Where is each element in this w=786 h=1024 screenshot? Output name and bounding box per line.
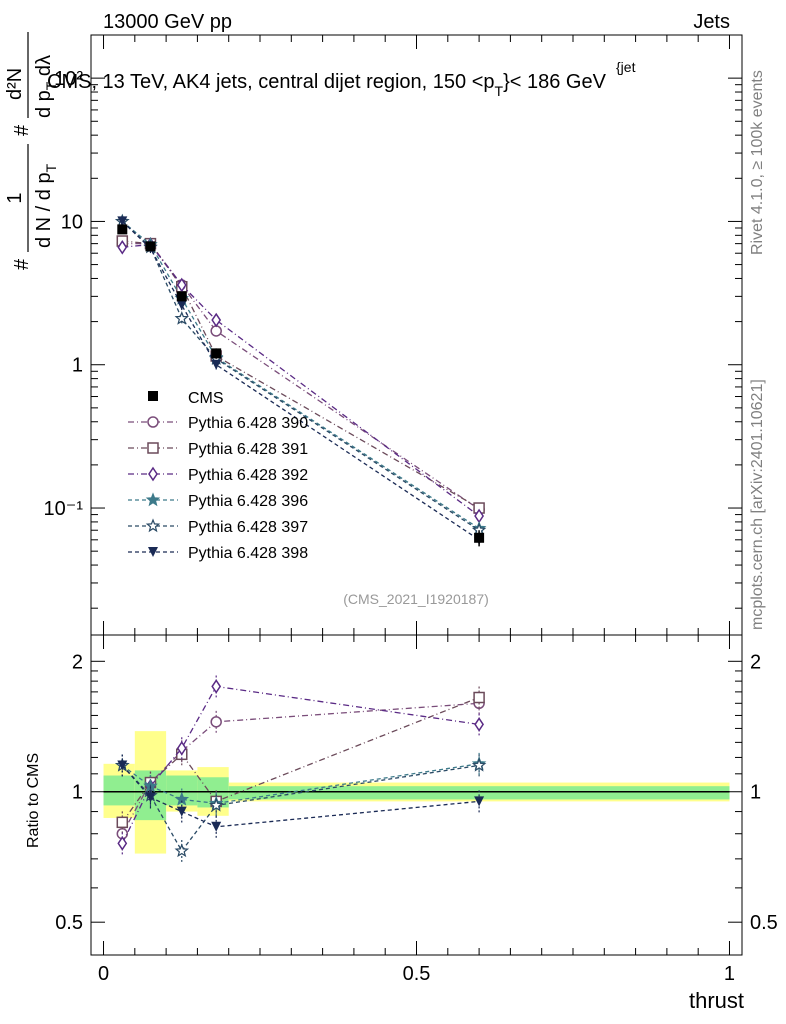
legend-cms-marker (148, 391, 158, 401)
main-y-tick-label: 10⁻¹ (44, 498, 84, 520)
legend-label: Pythia 6.428 392 (188, 467, 308, 484)
ylabel-one: 1 (4, 192, 26, 203)
series-point-main (174, 310, 190, 325)
plot-title: CMS, 13 TeV, AK4 jets, central dijet reg… (47, 71, 607, 99)
cms-point (211, 348, 222, 359)
series-point-main (117, 239, 128, 255)
side-mcplots-label: mcplots.cern.ch [arXiv:2401.10621] (749, 379, 766, 630)
x-tick-label: 0.5 (403, 963, 431, 985)
x-tick-label: 0 (98, 963, 109, 985)
series-point-main (211, 359, 222, 370)
series-point-ratio (208, 797, 224, 812)
legend-marker (148, 547, 158, 557)
series-point-ratio (210, 716, 222, 728)
legend-label: Pythia 6.428 391 (188, 441, 308, 458)
main-plot-area: 10⁻¹ 1 10 10² (44, 34, 743, 636)
cms-point (117, 224, 128, 235)
plot-title-sub: T (495, 83, 504, 99)
cms-point (176, 291, 187, 302)
series-line-ratio (121, 763, 480, 805)
series-point-ratio (474, 796, 485, 807)
series-point-ratio (145, 792, 156, 803)
series-point-main (176, 300, 187, 311)
series-point-ratio (211, 821, 222, 832)
ylabel-den: d N / d pT (33, 163, 59, 248)
ratio-band-inner (228, 786, 730, 800)
plot-title-main: CMS, 13 TeV, AK4 jets, central dijet reg… (47, 71, 495, 93)
ratio-y-tick-label: 2 (72, 651, 83, 673)
ylabel-bottom: d pT dλ (33, 55, 59, 118)
ylabel-top: d²N (4, 68, 26, 100)
legend-cms-label: CMS (188, 390, 224, 407)
series-point-main (211, 312, 222, 328)
plot-title-end: }< 186 GeV (503, 71, 607, 93)
series-point-ratio (176, 740, 187, 756)
legend-label: Pythia 6.428 397 (188, 519, 308, 536)
cms-point (474, 532, 485, 543)
series-line-ratio (121, 696, 480, 823)
main-y-axis-label: # 1 d N / d pT # d²N d pT dλ (4, 32, 59, 270)
series-point-ratio (117, 760, 128, 771)
legend-marker (147, 442, 159, 454)
legend-marker (147, 416, 159, 428)
series-point-ratio (211, 679, 222, 694)
series-point-main (210, 325, 222, 337)
main-y-tick-label: 1 (72, 355, 83, 377)
ratio-y-tick-label-right: 1 (750, 782, 761, 804)
legend-marker (148, 466, 158, 482)
series-point-ratio (117, 836, 128, 851)
plot-title-sup: {jet (616, 59, 636, 75)
legend-marker (145, 518, 161, 533)
ratio-y-tick-label-right: 2 (750, 651, 761, 673)
main-y-tick-label: 10 (61, 211, 83, 233)
series-line-ratio (121, 765, 480, 828)
legend-label: Pythia 6.428 390 (188, 415, 308, 432)
ratio-y-tick-label: 0.5 (55, 912, 83, 934)
watermark: (CMS_2021_I1920187) (343, 591, 489, 607)
legend-label: Pythia 6.428 396 (188, 493, 308, 510)
legend-label: Pythia 6.428 398 (188, 545, 308, 562)
legend: CMS Pythia 6.428 390 Pythia 6.428 391 Pythi… (128, 390, 308, 562)
ratio-band-inner (103, 775, 135, 806)
side-rivet-label: Rivet 4.1.0, ≥ 100k events (749, 70, 766, 255)
series-point-ratio (474, 717, 484, 732)
x-axis-label: thrust (689, 988, 744, 1013)
ylabel-hash-2: # (11, 124, 33, 136)
series-point-ratio (176, 806, 187, 817)
series-point-main (117, 216, 128, 227)
ratio-y-axis-label: Ratio to CMS (25, 753, 42, 848)
series-point-ratio (116, 816, 129, 829)
header-right: Jets (693, 11, 730, 33)
series-line-main (121, 220, 480, 531)
ylabel-hash: # (11, 258, 33, 270)
header-left: 13000 GeV pp (103, 11, 232, 33)
x-tick-label: 1 (724, 963, 735, 985)
ratio-plot-area: 0.5 0.5 1 1 2 2 0 0.5 1 (55, 634, 778, 985)
cms-point (145, 241, 156, 252)
series-line-ratio (121, 702, 480, 835)
series-line-ratio (121, 685, 480, 844)
ratio-y-tick-label: 1 (72, 782, 83, 804)
series-point-ratio (471, 757, 487, 772)
ratio-y-tick-label-right: 0.5 (750, 912, 778, 934)
series-point-ratio (473, 691, 485, 704)
main-y-tick-label: 10² (54, 68, 83, 90)
legend-marker (145, 492, 161, 507)
series-point-ratio (174, 843, 190, 858)
